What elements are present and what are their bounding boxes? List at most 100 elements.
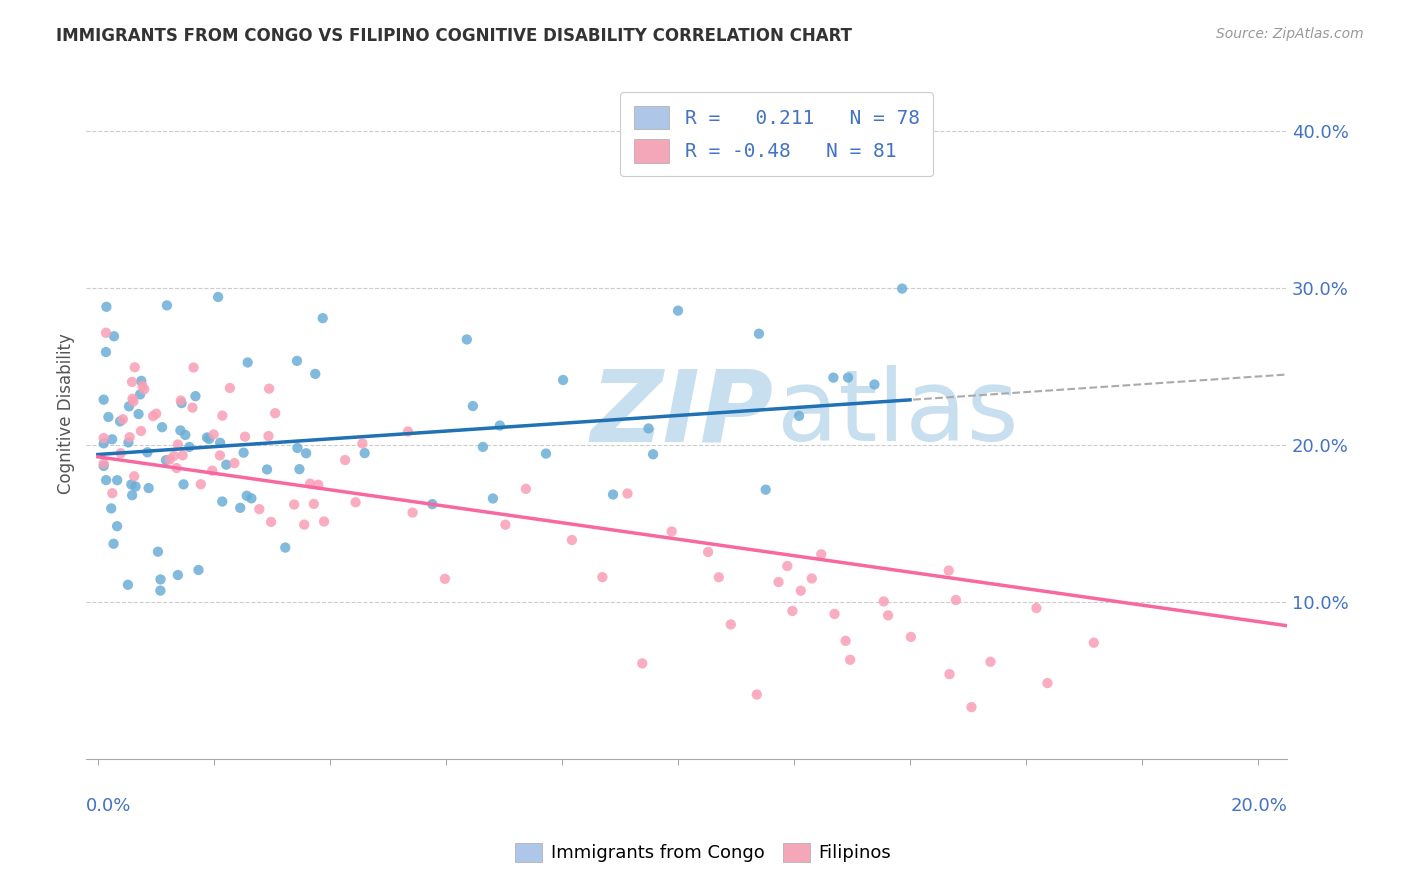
Point — [945, 593, 967, 607]
Point — [103, 537, 125, 551]
Point — [146, 544, 169, 558]
Point — [489, 418, 512, 433]
Point — [155, 453, 177, 467]
Point — [190, 477, 212, 491]
Point — [136, 445, 159, 459]
Point — [181, 401, 204, 415]
Point — [111, 412, 134, 426]
Point — [101, 432, 124, 446]
Point — [236, 355, 259, 369]
Point — [108, 414, 131, 428]
Point — [208, 449, 231, 463]
Point — [616, 486, 638, 500]
Point — [240, 491, 263, 506]
Y-axis label: Cognitive Disability: Cognitive Disability — [58, 334, 75, 494]
Point — [863, 377, 886, 392]
Point — [183, 360, 205, 375]
Point — [823, 370, 845, 384]
Point — [768, 574, 790, 589]
Point — [353, 446, 375, 460]
Point — [105, 473, 128, 487]
Point — [201, 464, 224, 478]
Text: ZIP: ZIP — [591, 365, 773, 462]
Point — [900, 630, 922, 644]
Point — [396, 425, 419, 439]
Point — [149, 573, 172, 587]
Point — [720, 617, 742, 632]
Point — [302, 497, 325, 511]
Point — [129, 374, 152, 388]
Point — [229, 500, 252, 515]
Point — [124, 360, 146, 375]
Point — [93, 458, 115, 473]
Point — [287, 441, 309, 455]
Point — [776, 559, 799, 574]
Point — [666, 303, 689, 318]
Point — [117, 435, 139, 450]
Point — [697, 545, 720, 559]
Point — [202, 427, 225, 442]
Point — [163, 449, 186, 463]
Point — [960, 700, 983, 714]
Point — [195, 430, 218, 444]
Point — [121, 375, 143, 389]
Point — [166, 568, 188, 582]
Point — [891, 282, 914, 296]
Point — [292, 517, 315, 532]
Point — [637, 421, 659, 435]
Point — [461, 399, 484, 413]
Point — [810, 547, 832, 561]
Text: 20.0%: 20.0% — [1230, 797, 1286, 814]
Point — [179, 440, 201, 454]
Point — [122, 469, 145, 483]
Point — [401, 506, 423, 520]
Point — [93, 436, 115, 450]
Text: 0.0%: 0.0% — [86, 797, 132, 814]
Point — [149, 583, 172, 598]
Point — [169, 424, 191, 438]
Point — [93, 457, 115, 471]
Point — [211, 494, 233, 508]
Text: atlas: atlas — [776, 365, 1018, 462]
Point — [236, 489, 259, 503]
Point — [1036, 676, 1059, 690]
Point — [456, 333, 478, 347]
Point — [232, 445, 254, 459]
Point — [97, 409, 120, 424]
Point — [233, 430, 256, 444]
Point — [105, 519, 128, 533]
Point — [782, 604, 804, 618]
Point — [1083, 636, 1105, 650]
Point — [170, 396, 193, 410]
Point — [312, 515, 335, 529]
Point — [145, 407, 167, 421]
Point — [837, 370, 859, 384]
Point — [661, 524, 683, 539]
Text: IMMIGRANTS FROM CONGO VS FILIPINO COGNITIVE DISABILITY CORRELATION CHART: IMMIGRANTS FROM CONGO VS FILIPINO COGNIT… — [56, 27, 852, 45]
Point — [482, 491, 505, 506]
Legend: Immigrants from Congo, Filipinos: Immigrants from Congo, Filipinos — [508, 836, 898, 870]
Point — [121, 488, 143, 502]
Point — [120, 477, 142, 491]
Point — [1025, 601, 1047, 615]
Point — [307, 477, 329, 491]
Point — [295, 446, 318, 460]
Point — [257, 429, 280, 443]
Point — [264, 406, 287, 420]
Point — [283, 498, 305, 512]
Point — [288, 462, 311, 476]
Point — [755, 483, 778, 497]
Point — [938, 667, 960, 681]
Point — [938, 564, 960, 578]
Legend: R =   0.211   N = 78, R = -0.48   N = 81: R = 0.211 N = 78, R = -0.48 N = 81 — [620, 92, 934, 177]
Point — [790, 583, 813, 598]
Point — [515, 482, 537, 496]
Point — [839, 653, 862, 667]
Point — [131, 379, 153, 393]
Point — [602, 487, 624, 501]
Point — [134, 382, 156, 396]
Point — [333, 453, 356, 467]
Point — [117, 578, 139, 592]
Point — [534, 446, 557, 460]
Point — [260, 515, 283, 529]
